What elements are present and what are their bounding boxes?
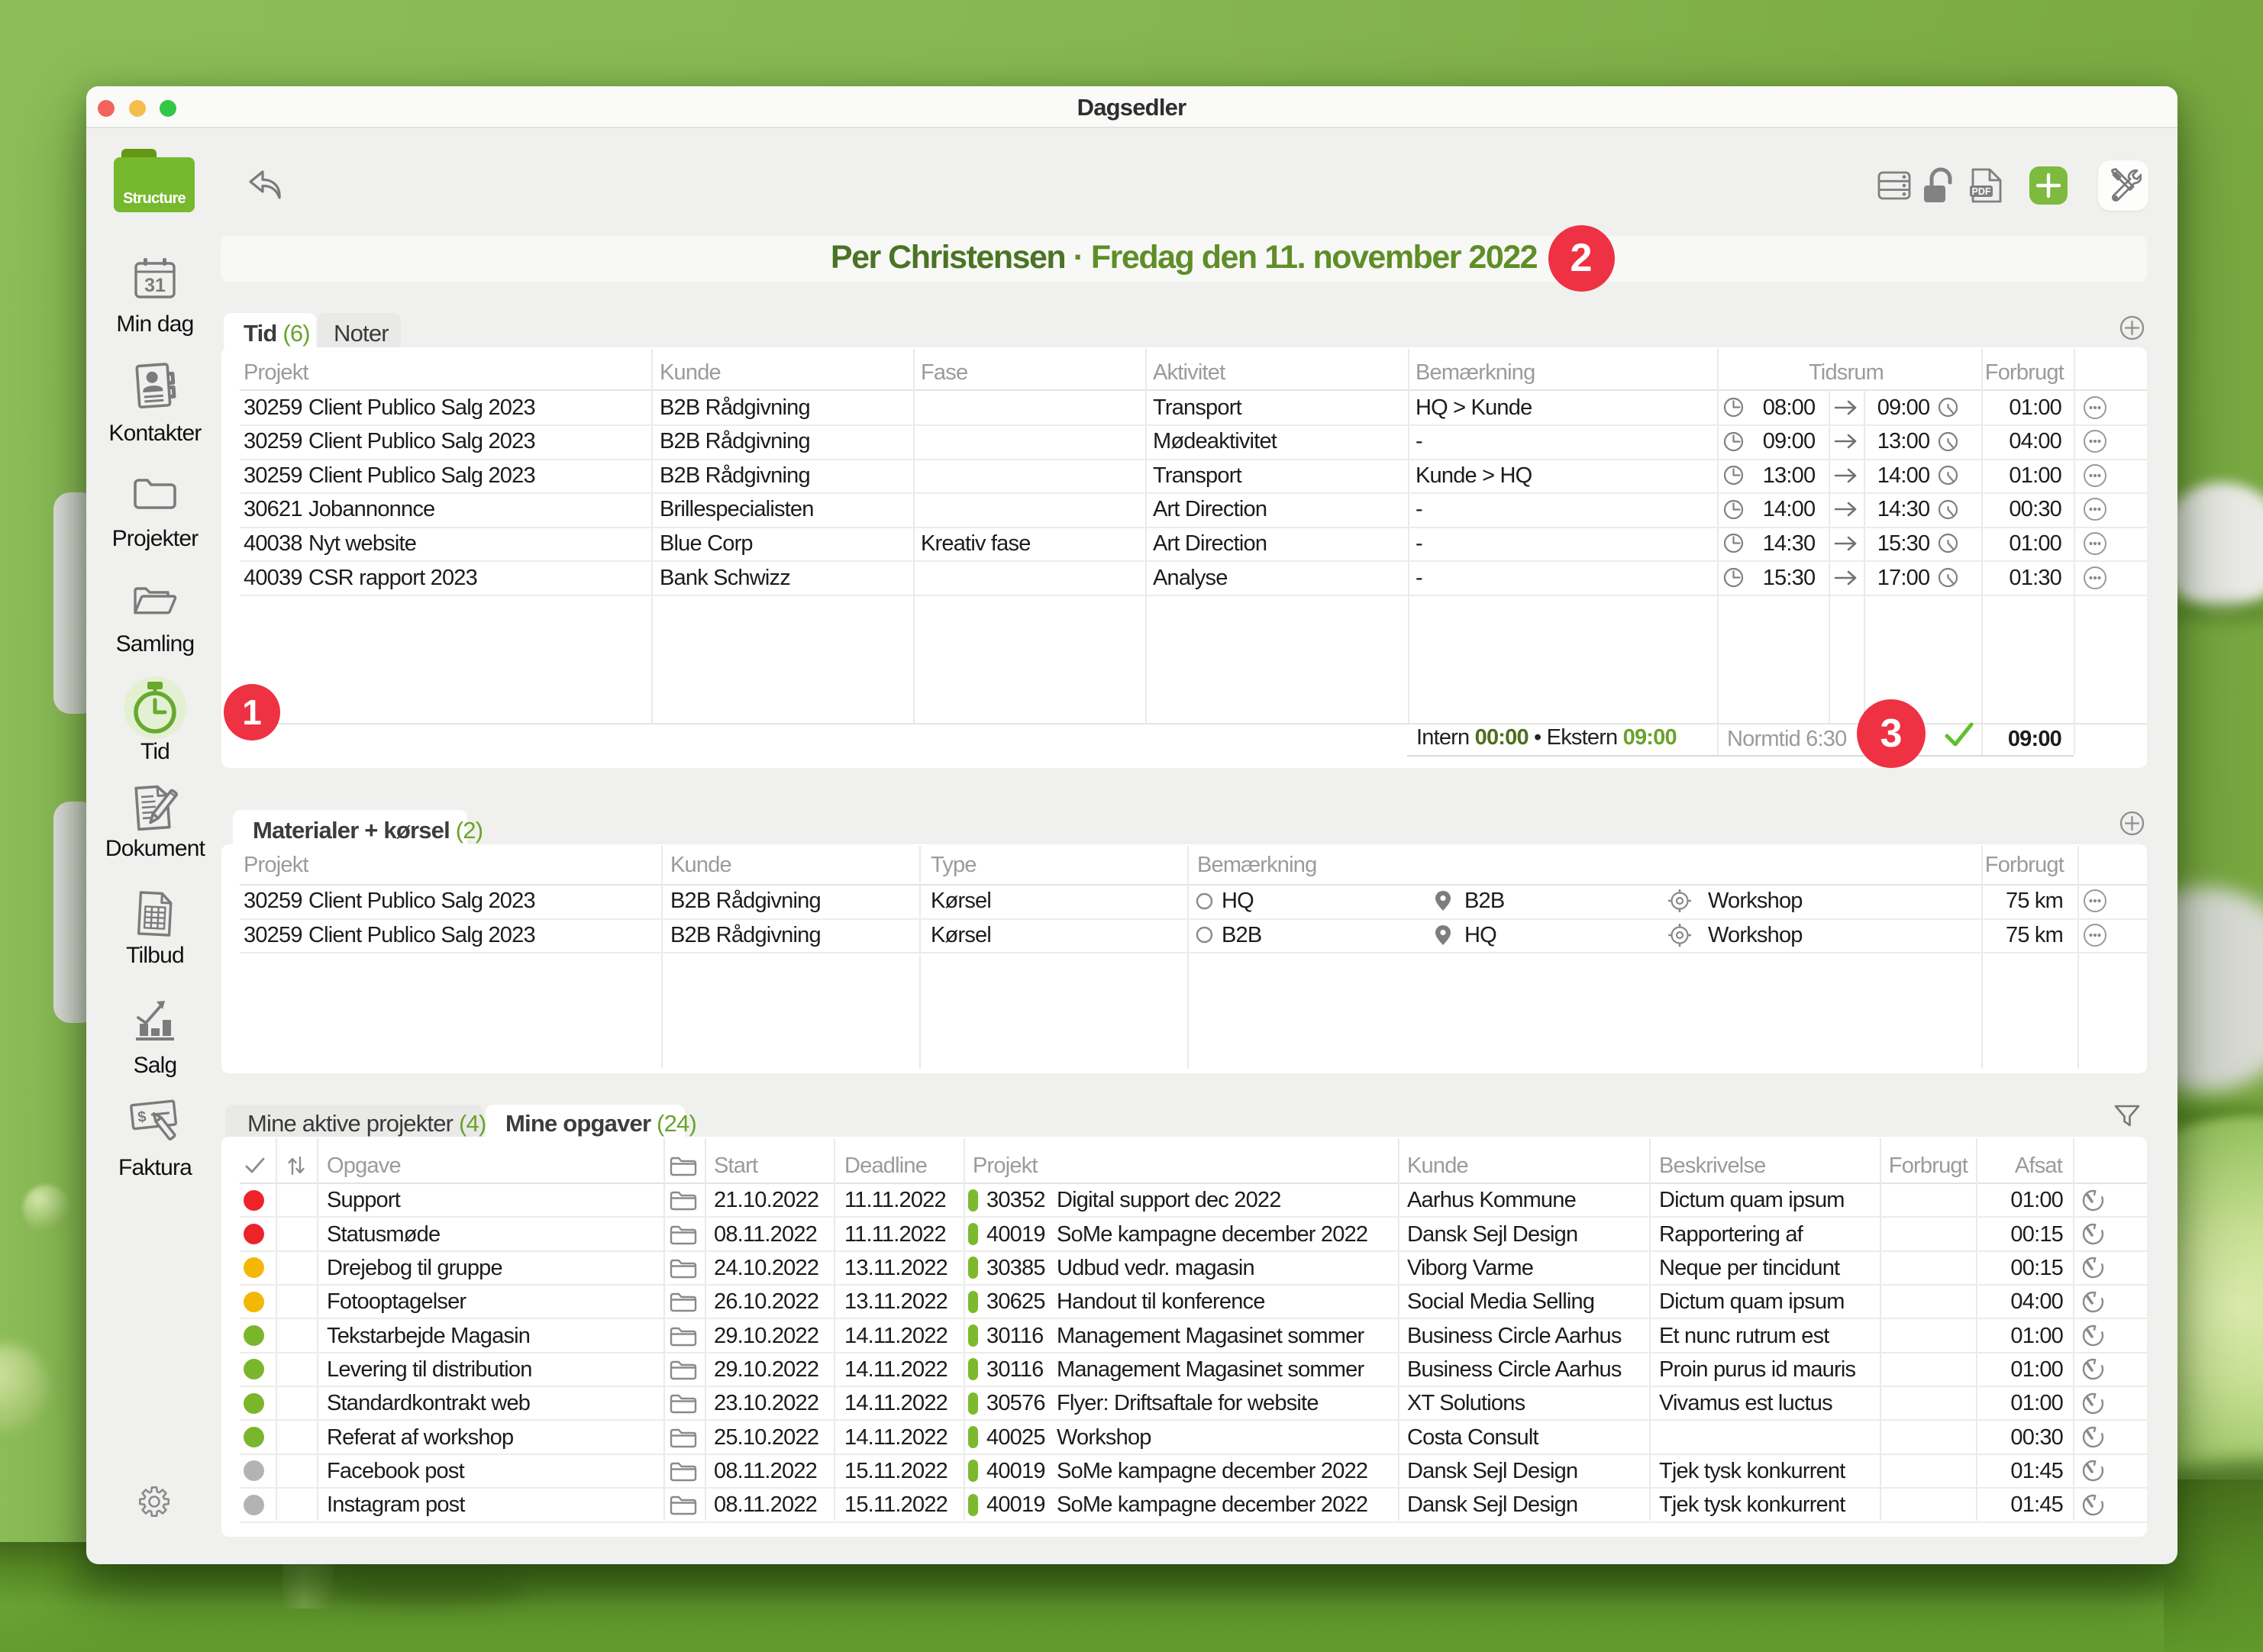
svg-text:31: 31 [144, 275, 166, 296]
svg-text:PDF: PDF [1972, 186, 1991, 197]
svg-text:$: $ [137, 1108, 147, 1126]
